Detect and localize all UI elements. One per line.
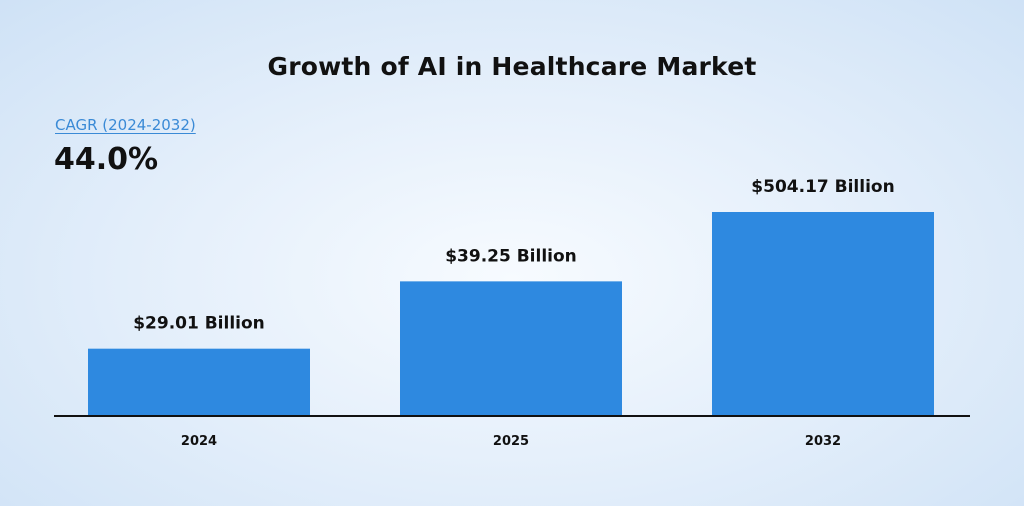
x-tick-label-2032: 2032 [805,434,841,449]
data-label-2032: $504.17 Billion [751,177,894,197]
data-label-2024: $29.01 Billion [133,314,265,334]
bars-layer [88,212,934,416]
bar-2024 [88,348,310,416]
x-tick-label-2025: 2025 [493,434,529,449]
x-tick-label-2024: 2024 [181,434,217,449]
bar-2032 [712,212,934,416]
chart-title: Growth of AI in Healthcare Market [267,52,757,81]
data-label-2025: $39.25 Billion [445,246,577,266]
cagr-value: 44.0% [54,142,159,177]
bar-2025 [400,281,622,416]
labels-layer: $29.01 Billion 2024 $39.25 Billion 2025 $504… [133,177,894,449]
cagr-label[interactable]: CAGR (2024-2032) [55,116,196,134]
